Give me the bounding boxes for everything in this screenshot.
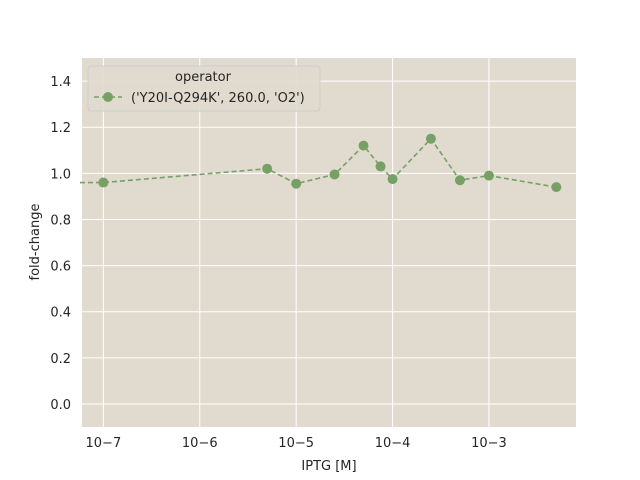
x-tick-label: 10−6 bbox=[182, 436, 218, 451]
y-tick-label: 1.4 bbox=[50, 75, 71, 90]
y-tick-label: 0.8 bbox=[50, 213, 71, 228]
data-point bbox=[454, 175, 465, 186]
legend-frame bbox=[87, 65, 321, 112]
legend-entry-label: ('Y20I-Q294K', 260.0, 'O2') bbox=[131, 91, 305, 106]
data-point bbox=[375, 161, 386, 172]
x-axis-label: IPTG [M] bbox=[301, 459, 356, 474]
data-point bbox=[358, 140, 369, 151]
legend: operator ('Y20I-Q294K', 260.0, 'O2') bbox=[87, 65, 321, 112]
y-tick-label: 0.6 bbox=[50, 260, 71, 275]
x-tick-label: 10−3 bbox=[471, 436, 507, 451]
series-layer bbox=[80, 133, 562, 193]
plot-area bbox=[82, 58, 576, 427]
x-tick-label: 10−4 bbox=[375, 436, 411, 451]
legend-marker-swatch bbox=[103, 92, 113, 102]
data-point bbox=[98, 177, 109, 188]
data-point bbox=[387, 174, 398, 185]
data-point bbox=[262, 163, 273, 174]
x-tick-label: 10−5 bbox=[278, 436, 314, 451]
y-tick-label: 1.2 bbox=[50, 121, 71, 136]
data-point bbox=[483, 170, 494, 181]
y-axis-label: fold-change bbox=[28, 204, 43, 281]
legend-title: operator bbox=[175, 70, 232, 85]
grid bbox=[82, 58, 576, 427]
data-point bbox=[291, 178, 302, 189]
data-point bbox=[425, 133, 436, 144]
tick-labels: 0.0 0.2 0.4 0.6 0.8 1.0 1.2 1.4 10−7 10−6 10−5 10−4… bbox=[50, 75, 506, 451]
x-tick-label: 10−7 bbox=[86, 436, 122, 451]
y-tick-label: 0.2 bbox=[50, 352, 71, 367]
y-tick-label: 1.0 bbox=[50, 167, 71, 182]
data-point bbox=[329, 169, 340, 180]
data-point bbox=[551, 182, 562, 193]
y-tick-label: 0.4 bbox=[50, 306, 71, 321]
y-tick-label: 0.0 bbox=[50, 398, 71, 413]
